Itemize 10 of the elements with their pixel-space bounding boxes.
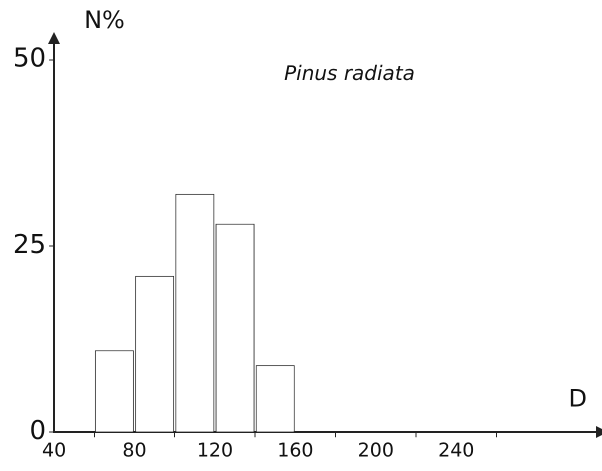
x-tick-label: 200 bbox=[358, 440, 394, 462]
x-tick-label: 160 bbox=[277, 440, 314, 462]
x-axis-title: D bbox=[568, 384, 587, 412]
y-tick-label: 25 bbox=[12, 230, 46, 260]
y-tick-label: 50 bbox=[12, 44, 46, 74]
y-axis-title: N% bbox=[84, 6, 125, 34]
x-tick-label: 120 bbox=[196, 440, 234, 462]
x-tick-label: 240 bbox=[438, 440, 474, 462]
annotation: Pinus radiata bbox=[284, 61, 415, 86]
x-tick-label: 80 bbox=[122, 440, 147, 462]
